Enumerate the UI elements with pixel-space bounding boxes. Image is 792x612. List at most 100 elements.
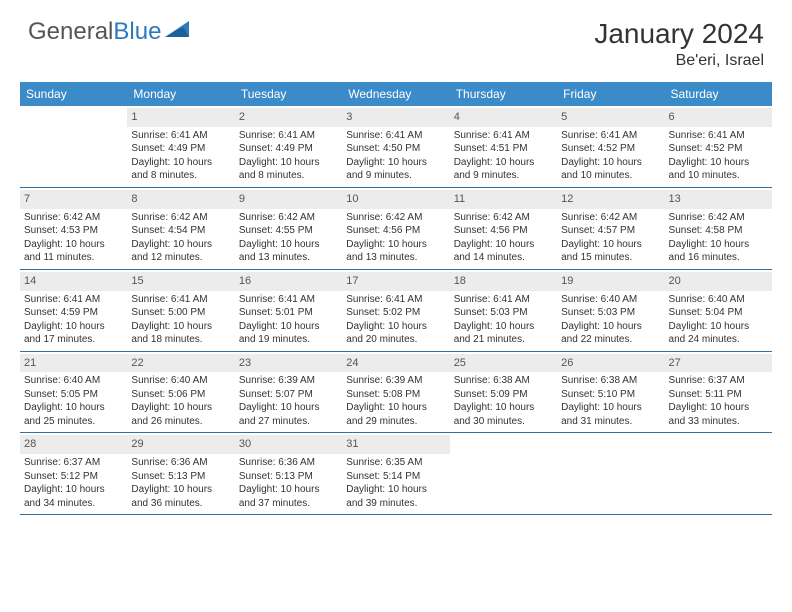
daylight-line: Daylight: 10 hours and 15 minutes.: [561, 238, 660, 265]
daylight-line: Daylight: 10 hours and 13 minutes.: [239, 238, 338, 265]
sunset-line: Sunset: 4:58 PM: [669, 224, 768, 238]
day-number: 16: [235, 272, 342, 291]
week-row: 14Sunrise: 6:41 AMSunset: 4:59 PMDayligh…: [20, 270, 772, 352]
sunrise-line: Sunrise: 6:38 AM: [454, 374, 553, 388]
sunrise-line: Sunrise: 6:42 AM: [239, 211, 338, 225]
day-cell: 23Sunrise: 6:39 AMSunset: 5:07 PMDayligh…: [235, 352, 342, 433]
day-number: 27: [665, 354, 772, 373]
weekday-tuesday: Tuesday: [235, 82, 342, 106]
weekday-friday: Friday: [557, 82, 664, 106]
sunset-line: Sunset: 5:09 PM: [454, 388, 553, 402]
week-row: 21Sunrise: 6:40 AMSunset: 5:05 PMDayligh…: [20, 352, 772, 434]
day-cell: 7Sunrise: 6:42 AMSunset: 4:53 PMDaylight…: [20, 188, 127, 269]
sunset-line: Sunset: 5:05 PM: [24, 388, 123, 402]
sunset-line: Sunset: 4:53 PM: [24, 224, 123, 238]
sunrise-line: Sunrise: 6:41 AM: [669, 129, 768, 143]
daylight-line: Daylight: 10 hours and 34 minutes.: [24, 483, 123, 510]
day-cell: 8Sunrise: 6:42 AMSunset: 4:54 PMDaylight…: [127, 188, 234, 269]
sunset-line: Sunset: 4:56 PM: [454, 224, 553, 238]
weekday-thursday: Thursday: [450, 82, 557, 106]
sunrise-line: Sunrise: 6:40 AM: [669, 293, 768, 307]
day-number: 31: [342, 435, 449, 454]
day-cell: 25Sunrise: 6:38 AMSunset: 5:09 PMDayligh…: [450, 352, 557, 433]
sunrise-line: Sunrise: 6:41 AM: [454, 293, 553, 307]
daylight-line: Daylight: 10 hours and 36 minutes.: [131, 483, 230, 510]
day-number: 24: [342, 354, 449, 373]
day-number: 22: [127, 354, 234, 373]
day-number: 29: [127, 435, 234, 454]
sunrise-line: Sunrise: 6:41 AM: [239, 293, 338, 307]
weekday-sunday: Sunday: [20, 82, 127, 106]
day-number: 5: [557, 108, 664, 127]
sunrise-line: Sunrise: 6:37 AM: [24, 456, 123, 470]
sunrise-line: Sunrise: 6:42 AM: [346, 211, 445, 225]
day-number: 23: [235, 354, 342, 373]
daylight-line: Daylight: 10 hours and 10 minutes.: [669, 156, 768, 183]
day-cell: 30Sunrise: 6:36 AMSunset: 5:13 PMDayligh…: [235, 433, 342, 514]
calendar: SundayMondayTuesdayWednesdayThursdayFrid…: [20, 82, 772, 515]
day-cell: 26Sunrise: 6:38 AMSunset: 5:10 PMDayligh…: [557, 352, 664, 433]
daylight-line: Daylight: 10 hours and 22 minutes.: [561, 320, 660, 347]
day-cell: 28Sunrise: 6:37 AMSunset: 5:12 PMDayligh…: [20, 433, 127, 514]
sunset-line: Sunset: 4:52 PM: [561, 142, 660, 156]
sunset-line: Sunset: 5:10 PM: [561, 388, 660, 402]
day-cell: 21Sunrise: 6:40 AMSunset: 5:05 PMDayligh…: [20, 352, 127, 433]
day-cell: 2Sunrise: 6:41 AMSunset: 4:49 PMDaylight…: [235, 106, 342, 187]
header: GeneralBlue January 2024 Be'eri, Israel: [0, 0, 792, 76]
day-cell: 31Sunrise: 6:35 AMSunset: 5:14 PMDayligh…: [342, 433, 449, 514]
day-number: 10: [342, 190, 449, 209]
logo-text-gray: General: [28, 18, 113, 46]
day-number: 19: [557, 272, 664, 291]
sunset-line: Sunset: 5:14 PM: [346, 470, 445, 484]
week-row: 7Sunrise: 6:42 AMSunset: 4:53 PMDaylight…: [20, 188, 772, 270]
sunrise-line: Sunrise: 6:41 AM: [346, 293, 445, 307]
day-number: 12: [557, 190, 664, 209]
day-cell: 16Sunrise: 6:41 AMSunset: 5:01 PMDayligh…: [235, 270, 342, 351]
logo-triangle-icon: [165, 18, 191, 46]
daylight-line: Daylight: 10 hours and 13 minutes.: [346, 238, 445, 265]
day-number: 3: [342, 108, 449, 127]
daylight-line: Daylight: 10 hours and 11 minutes.: [24, 238, 123, 265]
sunrise-line: Sunrise: 6:41 AM: [131, 129, 230, 143]
daylight-line: Daylight: 10 hours and 27 minutes.: [239, 401, 338, 428]
day-cell: 9Sunrise: 6:42 AMSunset: 4:55 PMDaylight…: [235, 188, 342, 269]
weekday-wednesday: Wednesday: [342, 82, 449, 106]
sunset-line: Sunset: 5:13 PM: [239, 470, 338, 484]
day-cell: 12Sunrise: 6:42 AMSunset: 4:57 PMDayligh…: [557, 188, 664, 269]
daylight-line: Daylight: 10 hours and 8 minutes.: [239, 156, 338, 183]
day-number: 11: [450, 190, 557, 209]
day-cell: 3Sunrise: 6:41 AMSunset: 4:50 PMDaylight…: [342, 106, 449, 187]
day-cell: 1Sunrise: 6:41 AMSunset: 4:49 PMDaylight…: [127, 106, 234, 187]
weekday-header: SundayMondayTuesdayWednesdayThursdayFrid…: [20, 82, 772, 106]
sunset-line: Sunset: 5:08 PM: [346, 388, 445, 402]
day-number: 21: [20, 354, 127, 373]
sunrise-line: Sunrise: 6:42 AM: [131, 211, 230, 225]
day-number: 18: [450, 272, 557, 291]
sunset-line: Sunset: 4:56 PM: [346, 224, 445, 238]
day-number: 25: [450, 354, 557, 373]
day-cell: 14Sunrise: 6:41 AMSunset: 4:59 PMDayligh…: [20, 270, 127, 351]
sunrise-line: Sunrise: 6:42 AM: [454, 211, 553, 225]
sunrise-line: Sunrise: 6:38 AM: [561, 374, 660, 388]
sunset-line: Sunset: 5:06 PM: [131, 388, 230, 402]
daylight-line: Daylight: 10 hours and 29 minutes.: [346, 401, 445, 428]
day-cell: 5Sunrise: 6:41 AMSunset: 4:52 PMDaylight…: [557, 106, 664, 187]
day-number: 8: [127, 190, 234, 209]
sunset-line: Sunset: 5:03 PM: [454, 306, 553, 320]
day-cell: 22Sunrise: 6:40 AMSunset: 5:06 PMDayligh…: [127, 352, 234, 433]
day-number: 14: [20, 272, 127, 291]
sunrise-line: Sunrise: 6:35 AM: [346, 456, 445, 470]
daylight-line: Daylight: 10 hours and 14 minutes.: [454, 238, 553, 265]
sunrise-line: Sunrise: 6:41 AM: [239, 129, 338, 143]
sunrise-line: Sunrise: 6:36 AM: [239, 456, 338, 470]
sunset-line: Sunset: 4:51 PM: [454, 142, 553, 156]
sunset-line: Sunset: 5:00 PM: [131, 306, 230, 320]
weekday-saturday: Saturday: [665, 82, 772, 106]
day-cell: 27Sunrise: 6:37 AMSunset: 5:11 PMDayligh…: [665, 352, 772, 433]
day-number: 26: [557, 354, 664, 373]
day-cell: 19Sunrise: 6:40 AMSunset: 5:03 PMDayligh…: [557, 270, 664, 351]
daylight-line: Daylight: 10 hours and 24 minutes.: [669, 320, 768, 347]
day-number: 20: [665, 272, 772, 291]
week-row: 28Sunrise: 6:37 AMSunset: 5:12 PMDayligh…: [20, 433, 772, 515]
logo-text-blue: Blue: [113, 18, 161, 46]
